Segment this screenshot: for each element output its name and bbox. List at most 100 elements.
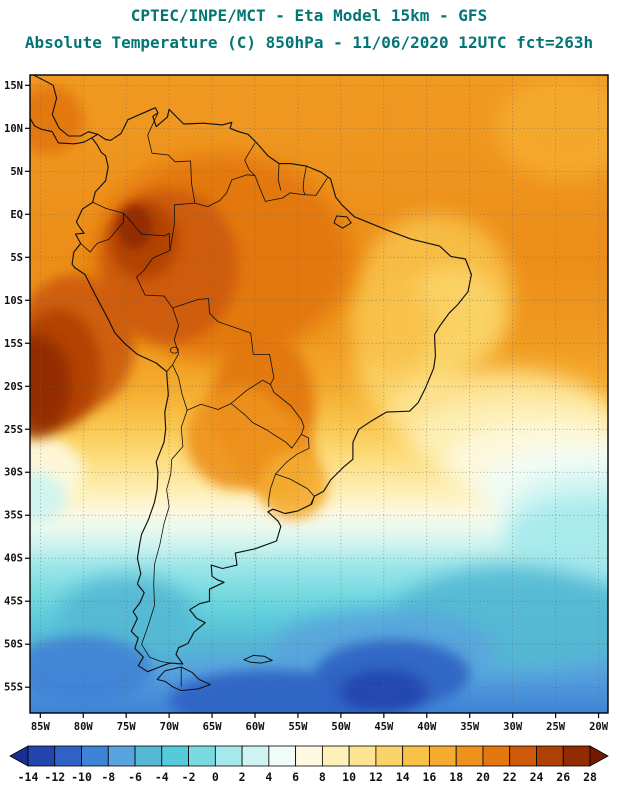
- colorbar-tick-label: 26: [556, 770, 570, 784]
- country-border: [166, 364, 188, 411]
- colorbar-cell: [536, 745, 564, 767]
- country-border: [80, 213, 124, 253]
- temperature-blob: [30, 635, 152, 705]
- colorbar-tick-label: 22: [503, 770, 517, 784]
- temperature-blob: [259, 450, 329, 520]
- colorbar-cell: [81, 745, 109, 767]
- lat-tick-label: 40S: [4, 553, 23, 565]
- lat-tick-label: 25S: [4, 424, 23, 436]
- country-border: [169, 202, 196, 251]
- colorbar-cell: [348, 745, 377, 767]
- colorbar-cell: [562, 745, 591, 767]
- colorbar-cell: [134, 745, 163, 767]
- country-border: [230, 379, 271, 404]
- country-border: [194, 174, 328, 207]
- lon-tick-label: 55W: [288, 721, 308, 733]
- lon-tick-label: 85W: [31, 721, 51, 733]
- lon-tick-label: 20W: [589, 721, 609, 733]
- colorbar-tick-label: 8: [319, 770, 326, 784]
- colorbar-cell: [375, 745, 404, 767]
- colorbar-cell: [455, 745, 484, 767]
- lat-tick-label: 35S: [4, 510, 23, 522]
- country-border: [141, 409, 188, 664]
- lon-tick-label: 75W: [117, 721, 137, 733]
- colorbar-tick-label: 12: [369, 770, 383, 784]
- lon-tick-label: 70W: [160, 721, 180, 733]
- country-border: [244, 142, 256, 176]
- colorbar-cell: [402, 745, 430, 767]
- temperature-blob: [504, 498, 608, 584]
- country-border: [277, 163, 282, 191]
- colorbar-over-arrow: [589, 745, 609, 767]
- colorbar-cell: [188, 745, 216, 767]
- temperature-blob: [30, 472, 67, 524]
- lake-titicaca: [169, 346, 179, 354]
- temperature-blob: [495, 76, 608, 180]
- colorbar-tick-label: -12: [44, 770, 65, 784]
- country-border: [275, 434, 310, 475]
- colorbar-cell: [268, 745, 297, 767]
- lat-tick-label: 15S: [4, 338, 23, 350]
- lon-tick-label: 65W: [203, 721, 223, 733]
- colorbar-tick-label: 4: [265, 770, 272, 784]
- geography: [30, 75, 472, 692]
- colorbar-tick-label: -2: [182, 770, 196, 784]
- lat-tick-label: 50S: [4, 639, 23, 651]
- lon-tick-label: 60W: [246, 721, 266, 733]
- country-border: [302, 165, 307, 195]
- colorbar-tick-label: -8: [101, 770, 115, 784]
- temperature-blob: [30, 334, 71, 438]
- central-america-coastline: [30, 117, 93, 145]
- marajo-island-coastline: [333, 215, 352, 229]
- lat-tick-label: 20S: [4, 381, 23, 393]
- temperature-blob: [349, 283, 436, 370]
- lat-tick-label: 55S: [4, 682, 23, 694]
- colorbar-tick-label: -6: [128, 770, 142, 784]
- map-frame: [29, 74, 609, 714]
- temperature-blob: [117, 205, 152, 249]
- lon-tick-label: 45W: [374, 721, 394, 733]
- colorbar-cell: [241, 745, 270, 767]
- country-border: [172, 307, 179, 366]
- colorbar-cell: [429, 745, 457, 767]
- central-america-coastline: [32, 75, 99, 137]
- colorbar-cell: [321, 745, 350, 767]
- lat-tick-label: EQ: [10, 209, 23, 221]
- chart-title-line-2: Absolute Temperature (C) 850hPa - 11/06/…: [24, 33, 594, 52]
- colorbar-tick-label: 2: [239, 770, 246, 784]
- colorbar-cell: [27, 745, 56, 767]
- lon-tick-label: 25W: [546, 721, 566, 733]
- country-border: [123, 213, 171, 251]
- lon-tick-label: 80W: [74, 721, 94, 733]
- colorbar-tick-label: 20: [476, 770, 490, 784]
- colorbar-tick-label: 18: [449, 770, 463, 784]
- temperature-blob: [30, 85, 84, 155]
- colorbar-tick-label: 6: [292, 770, 299, 784]
- temperature-blob: [169, 670, 376, 713]
- country-border: [268, 473, 276, 507]
- country-border: [147, 112, 196, 204]
- colorbar-tick-label: 24: [530, 770, 544, 784]
- country-border: [230, 403, 302, 449]
- chart-title-line-1: CPTEC/INPE/MCT - Eta Model 15km - GFS: [130, 6, 488, 25]
- colorbar-tick-label: 28: [583, 770, 597, 784]
- colorbar-under-arrow: [9, 745, 29, 767]
- colorbar-tick-label: 16: [422, 770, 436, 784]
- colorbar-cell: [107, 745, 136, 767]
- lat-tick-label: 5N: [10, 166, 23, 178]
- lon-tick-label: 30W: [503, 721, 523, 733]
- colorbar-tick-label: -14: [18, 770, 39, 784]
- lat-tick-label: 10N: [4, 123, 23, 135]
- country-border: [172, 298, 275, 385]
- temperature-field: [30, 75, 608, 713]
- map-axes: 15N 10N 5N EQ 5S 10S 15S 20S 25S 30S 35S 40S 45S 50S 5…: [4, 74, 609, 733]
- lon-tick-label: 40W: [417, 721, 437, 733]
- colorbar-tick-label: 14: [396, 770, 410, 784]
- lat-tick-label: 10S: [4, 295, 23, 307]
- lon-tick-label: 35W: [460, 721, 480, 733]
- falkland-islands-coastline: [243, 654, 273, 664]
- country-border: [92, 201, 124, 214]
- lon-tick-label: 50W: [331, 721, 351, 733]
- colorbar-cell: [482, 745, 511, 767]
